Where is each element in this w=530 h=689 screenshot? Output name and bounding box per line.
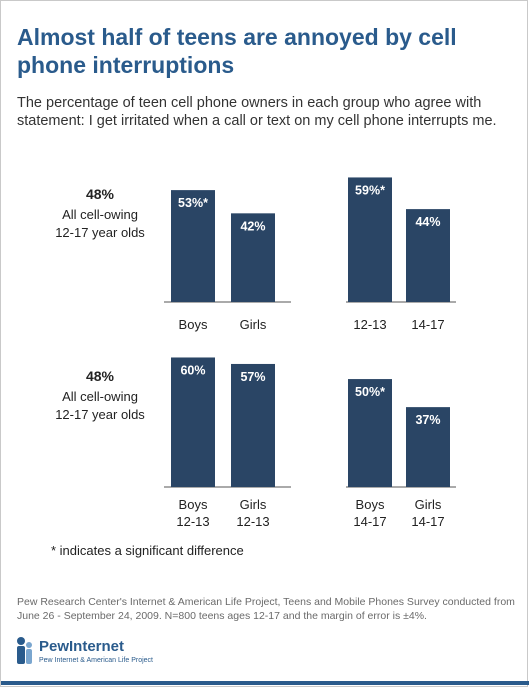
bar: [231, 363, 275, 487]
bar: [348, 379, 392, 487]
data-label: 42%: [240, 219, 265, 233]
overall-label: 12-17 year olds: [55, 225, 145, 240]
overall-label: All cell-owing: [62, 389, 138, 404]
bar: [406, 209, 450, 302]
data-label: 53%*: [178, 196, 208, 210]
chart-subtitle: The percentage of teen cell phone owners…: [17, 95, 497, 129]
data-label: 59%*: [355, 183, 385, 197]
logo-name: PewInternet: [39, 638, 125, 655]
category-label: 12-13: [353, 317, 386, 332]
category-label: 14-17: [411, 317, 444, 332]
bar-charts: 48% All cell-owing 12-17 year olds 53%* Boys…: [55, 177, 456, 529]
pew-internet-logo: PewInternet Pew Internet & American Life…: [15, 635, 175, 671]
category-label: 12-13: [236, 514, 269, 529]
people-icon: [17, 637, 32, 664]
bar: [171, 357, 215, 487]
category-label: 14-17: [353, 514, 386, 529]
category-label: Boys: [179, 497, 208, 512]
category-label: Girls: [240, 317, 267, 332]
data-label: 60%: [180, 363, 205, 377]
data-label: 37%: [415, 413, 440, 427]
bar: [171, 190, 215, 302]
logo-tagline: Pew Internet & American Life Project: [39, 657, 153, 664]
category-label: Girls: [415, 497, 442, 512]
overall-label: All cell-owing: [62, 207, 138, 222]
category-label: Girls: [240, 497, 267, 512]
chart-title: Almost half of teens are annoyed by cell…: [17, 24, 457, 78]
overall-value: 48%: [86, 368, 115, 384]
data-label: 44%: [415, 215, 440, 229]
category-label: Boys: [179, 317, 208, 332]
data-label: 50%*: [355, 385, 385, 399]
bar: [406, 407, 450, 487]
category-label: Boys: [356, 497, 385, 512]
bar: [231, 213, 275, 302]
category-label: 12-13: [176, 514, 209, 529]
overall-value: 48%: [86, 186, 115, 202]
significance-note: * indicates a significant difference: [51, 543, 244, 558]
overall-label: 12-17 year olds: [55, 407, 145, 422]
bottom-rule: [1, 681, 529, 685]
bar: [348, 177, 392, 302]
category-label: 14-17: [411, 514, 444, 529]
source-note: Pew Research Center's Internet & America…: [17, 596, 515, 622]
data-label: 57%: [240, 370, 265, 384]
